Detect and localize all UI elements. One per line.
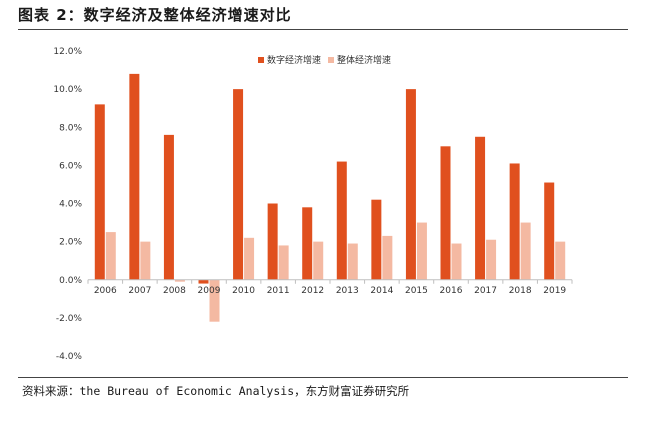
bar-digital-2013 <box>336 161 347 280</box>
y-tick-label: 10.0% <box>53 85 82 95</box>
bar-digital-2006 <box>94 104 105 280</box>
y-tick-label: 4.0% <box>59 200 82 210</box>
legend-label: 整体经济增速 <box>337 54 391 66</box>
bar-digital-2010 <box>233 89 244 280</box>
legend-swatch <box>258 57 264 63</box>
bars-group <box>94 73 566 322</box>
bar-digital-2015 <box>405 89 416 280</box>
x-tick-label: 2009 <box>198 286 221 296</box>
bar-digital-2011 <box>267 203 278 280</box>
bar-digital-2017 <box>475 136 486 280</box>
bar-overall-2014 <box>382 235 393 280</box>
legend-label: 数字经济增速 <box>267 54 321 66</box>
y-tick-label: 2.0% <box>59 238 82 248</box>
x-tick-label: 2010 <box>232 286 255 296</box>
y-tick-label: 8.0% <box>59 123 82 133</box>
top-rule <box>18 29 628 30</box>
y-tick-label: 0.0% <box>59 276 82 286</box>
x-tick-label: 2012 <box>301 286 324 296</box>
bottom-rule <box>18 377 628 378</box>
bar-overall-2011 <box>278 245 289 280</box>
bar-overall-2016 <box>451 243 462 280</box>
bar-digital-2019 <box>544 182 555 280</box>
x-tick-label: 2015 <box>405 286 428 296</box>
bar-overall-2006 <box>105 232 116 280</box>
y-tick-label: 6.0% <box>59 161 82 171</box>
bar-overall-2013 <box>347 243 358 280</box>
legend-swatch <box>328 57 334 63</box>
x-tick-label: 2011 <box>267 286 290 296</box>
bar-digital-2012 <box>302 207 313 280</box>
bar-digital-2008 <box>163 134 174 280</box>
bar-overall-2012 <box>313 241 324 280</box>
x-tick-label: 2019 <box>543 286 566 296</box>
legend: 数字经济增速 整体经济增速 <box>258 54 391 66</box>
source-note: 资料来源：the Bureau of Economic Analysis，东方财… <box>22 384 410 398</box>
x-tick-label: 2018 <box>509 286 532 296</box>
x-tick-label: 2013 <box>336 286 359 296</box>
bar-overall-2007 <box>140 241 151 280</box>
bar-overall-2015 <box>416 222 427 280</box>
bar-overall-2018 <box>520 222 531 280</box>
x-tick-label: 2014 <box>370 286 393 296</box>
bar-overall-2019 <box>555 241 566 280</box>
figure-title: 图表 2：数字经济及整体经济增速对比 <box>18 6 292 24</box>
bar-digital-2009 <box>198 279 209 284</box>
bar-overall-2008 <box>174 279 185 282</box>
bar-digital-2016 <box>440 146 451 280</box>
bar-digital-2014 <box>371 199 382 280</box>
bar-digital-2007 <box>129 73 140 280</box>
x-tick-label: 2006 <box>94 286 117 296</box>
bar-overall-2017 <box>486 239 497 280</box>
bar-overall-2009 <box>209 279 220 322</box>
x-tick-label: 2008 <box>163 286 186 296</box>
bar-digital-2018 <box>509 163 520 280</box>
x-axis: 2006 2007 2008 2009 2010 2011 2012 2013 2014 2015… <box>87 279 573 296</box>
x-tick-label: 2007 <box>128 286 151 296</box>
y-tick-label: 12.0% <box>53 47 82 57</box>
y-tick-label: -4.0% <box>56 352 83 362</box>
x-tick-label: 2017 <box>474 286 497 296</box>
y-axis: -4.0% -2.0% 0.0% 2.0% 4.0% 6.0% 8.0% 10.0% 12.0% <box>53 47 82 362</box>
y-tick-label: -2.0% <box>56 314 83 324</box>
x-tick-label: 2016 <box>440 286 463 296</box>
bar-overall-2010 <box>244 237 255 280</box>
